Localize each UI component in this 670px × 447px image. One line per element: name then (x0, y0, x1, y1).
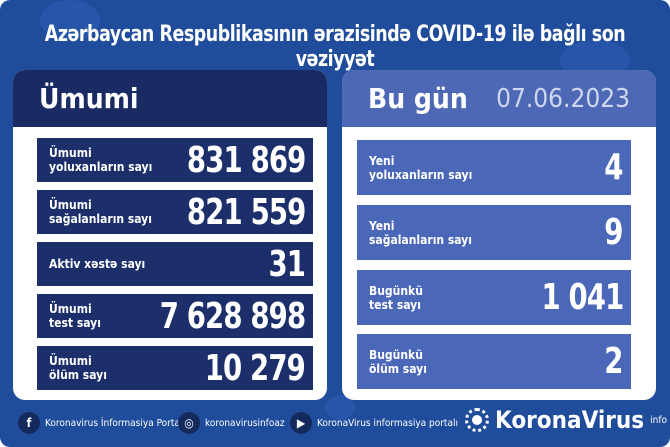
facebook-label: Koronavirus İnformasiya Portalı (45, 417, 185, 429)
stat-row-total-deaths: Ümumi ölüm sayı 10 279 (37, 346, 313, 390)
facebook-link[interactable]: f Koronavirus İnformasiya Portalı (18, 412, 185, 434)
today-panel: Bu gün 07.06.2023 Yeni yoluxanların sayı 4… (342, 70, 656, 400)
stat-row-total-recovered: Ümumi sağalanların sayı 821 559 (37, 190, 313, 234)
stat-row-new-infected: Yeni yoluxanların sayı 4 (357, 140, 631, 195)
today-heading: Bu gün (368, 82, 468, 115)
brand-logo: KoronaVirus info (465, 406, 667, 434)
stat-label: Bugünkü test sayı (369, 283, 423, 312)
instagram-link[interactable]: ◎ koronavirusinfoaz (178, 412, 285, 434)
stat-label: Ümumi sağalanların sayı (49, 198, 152, 226)
footer: f Koronavirus İnformasiya Portalı ◎ korona… (0, 406, 670, 442)
stat-value: 9 (604, 212, 624, 253)
stat-label: Ümumi ölüm sayı (49, 354, 107, 382)
stat-label: Ümumi yoluxanların sayı (49, 146, 153, 174)
stat-value: 31 (268, 243, 305, 285)
total-panel: Ümumi Ümumi yoluxanların sayı 831 869 Ümu… (13, 70, 327, 400)
stat-row-total-infected: Ümumi yoluxanların sayı 831 869 (37, 138, 313, 182)
stat-row-today-deaths: Bugünkü ölüm sayı 2 (357, 334, 631, 389)
brand-sup: info (650, 414, 668, 426)
stat-value: 1 041 (541, 277, 624, 318)
stat-value: 10 279 (204, 347, 306, 389)
total-header: Ümumi (13, 70, 327, 127)
stat-row-today-tests: Bugünkü test sayı 1 041 (357, 270, 631, 325)
instagram-label: koronavirusinfoaz (205, 417, 285, 429)
stat-label: Bugünkü ölüm sayı (369, 347, 427, 376)
date: 07.06.2023 (496, 83, 630, 114)
stat-label: Ümumi test sayı (49, 302, 101, 330)
stat-value: 821 559 (186, 191, 305, 233)
brand-name: KoronaVirus (495, 406, 645, 434)
stat-value: 7 628 898 (159, 295, 305, 337)
stat-row-active: Aktiv xəstə sayı 31 (37, 242, 313, 286)
total-heading: Ümumi (39, 82, 139, 115)
youtube-icon: ▶ (290, 412, 312, 434)
stat-label: Aktiv xəstə sayı (49, 257, 146, 271)
stat-label: Yeni yoluxanların sayı (369, 153, 473, 182)
virus-decoration (40, 0, 100, 40)
today-header: Bu gün 07.06.2023 (342, 70, 656, 127)
page-title: Azərbaycan Respublikasının ərazisində CO… (44, 22, 626, 72)
stat-value: 831 869 (186, 139, 305, 181)
stat-label: Yeni sağalanların sayı (369, 218, 472, 247)
youtube-label: KoronaVirus informasiya portalı (317, 417, 458, 429)
stat-value: 2 (604, 341, 624, 382)
stat-row-total-tests: Ümumi test sayı 7 628 898 (37, 294, 313, 338)
facebook-icon: f (18, 412, 40, 434)
youtube-link[interactable]: ▶ KoronaVirus informasiya portalı (290, 412, 458, 434)
instagram-icon: ◎ (178, 412, 200, 434)
stat-row-new-recovered: Yeni sağalanların sayı 9 (357, 205, 631, 260)
sun-icon (465, 408, 489, 432)
stat-value: 4 (604, 147, 624, 188)
